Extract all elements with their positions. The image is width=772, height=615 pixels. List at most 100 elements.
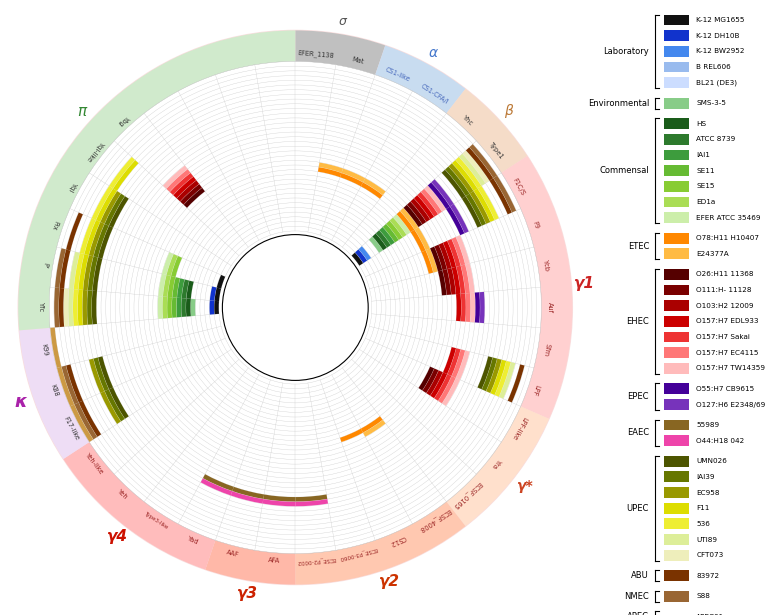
Wedge shape [443,347,456,374]
Wedge shape [109,157,135,188]
Text: Yqi: Yqi [66,181,76,192]
Wedge shape [501,173,541,407]
Text: P': P' [41,262,48,269]
Wedge shape [100,391,121,424]
Wedge shape [157,296,163,319]
Wedge shape [375,46,466,113]
Text: Laboratory: Laboratory [603,47,649,56]
Wedge shape [446,207,465,235]
Wedge shape [490,360,506,395]
Text: Yad: Yad [187,535,200,546]
Text: γ1: γ1 [574,276,594,291]
Wedge shape [363,178,385,195]
Wedge shape [446,407,521,502]
Wedge shape [449,164,473,194]
Wedge shape [411,229,425,252]
Text: σ: σ [339,15,347,28]
Text: E24377A: E24377A [696,251,729,257]
Bar [664,534,689,545]
Wedge shape [59,288,64,327]
Wedge shape [383,224,398,242]
Wedge shape [54,288,59,327]
Wedge shape [469,144,497,178]
Wedge shape [171,256,182,277]
Wedge shape [87,290,93,325]
Wedge shape [209,300,215,315]
Wedge shape [296,502,466,585]
Wedge shape [486,359,502,393]
Wedge shape [217,275,225,288]
Wedge shape [74,253,84,290]
Circle shape [222,234,368,381]
Wedge shape [418,367,434,391]
Text: Ycb: Ycb [542,260,550,272]
Wedge shape [452,349,466,378]
Wedge shape [105,194,125,226]
Wedge shape [461,264,470,293]
Bar [664,30,689,41]
Wedge shape [452,160,477,191]
Text: Commensal: Commensal [599,166,649,175]
Wedge shape [459,154,486,186]
Text: CS1-CFA/I: CS1-CFA/I [419,84,449,106]
Wedge shape [372,234,387,250]
Wedge shape [358,246,371,261]
Text: NMEC: NMEC [625,592,649,601]
Wedge shape [430,247,442,271]
Wedge shape [411,199,430,222]
Wedge shape [89,222,104,256]
Wedge shape [375,74,446,113]
Text: F17-like: F17-like [63,416,80,442]
Text: O127:H6 E2348/69: O127:H6 E2348/69 [696,402,766,408]
Wedge shape [445,167,469,196]
Wedge shape [456,235,469,264]
Wedge shape [493,176,516,212]
Wedge shape [418,192,438,216]
Text: Yeh: Yeh [117,488,130,501]
Wedge shape [70,405,93,442]
Bar [664,134,689,145]
Text: O157:H7 Sakai: O157:H7 Sakai [696,334,750,340]
Bar [664,503,689,514]
Wedge shape [162,252,174,275]
Wedge shape [435,245,447,270]
Text: 83972: 83972 [696,573,720,579]
Bar [664,62,689,73]
Wedge shape [215,301,219,314]
Wedge shape [79,401,101,437]
Bar [664,285,689,295]
Wedge shape [446,89,527,173]
Wedge shape [415,227,430,250]
Wedge shape [79,254,89,290]
Text: γ3: γ3 [237,586,258,601]
Text: EC958: EC958 [696,490,720,496]
Text: Yra: Yra [490,458,502,470]
Wedge shape [69,252,80,289]
Wedge shape [466,263,475,293]
Wedge shape [397,211,415,232]
Wedge shape [495,361,511,397]
Wedge shape [167,169,191,192]
Wedge shape [489,178,512,214]
Wedge shape [215,540,296,554]
Wedge shape [376,230,391,248]
Bar [664,399,689,410]
Text: 536: 536 [696,521,710,527]
Bar [664,331,689,343]
Text: κ: κ [15,392,28,411]
Text: O26:H11 11368: O26:H11 11368 [696,271,753,277]
Bar [664,316,689,327]
Wedge shape [174,177,196,198]
Text: Yfc: Yfc [38,303,44,312]
Wedge shape [74,403,97,439]
Wedge shape [73,289,78,326]
Bar [664,212,689,223]
Text: K88: K88 [50,383,59,397]
Wedge shape [162,296,168,319]
Text: O44:H18 042: O44:H18 042 [696,438,745,443]
Wedge shape [19,30,295,330]
Wedge shape [466,194,486,226]
Wedge shape [452,267,461,294]
Text: γ*: γ* [516,478,533,493]
Wedge shape [50,328,90,442]
